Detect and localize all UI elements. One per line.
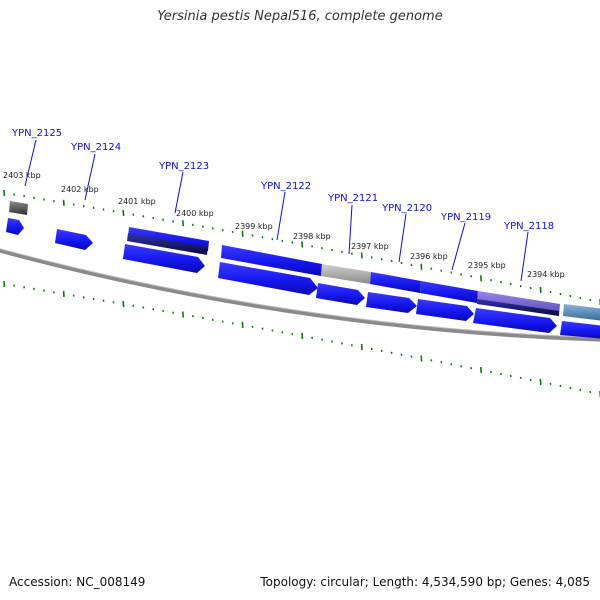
genome-backbone-highlight [0, 248, 600, 339]
gene-label[interactable]: YPN_2121 [327, 193, 378, 204]
leader-line [451, 222, 466, 271]
gene-arrow[interactable] [316, 283, 365, 305]
gene-feature[interactable] [420, 281, 478, 303]
gene-arrow[interactable] [123, 244, 205, 273]
gene-feature[interactable] [563, 304, 600, 321]
scale-label: 2401 kbp [118, 197, 156, 206]
leader-line [520, 231, 529, 282]
scale-label: 2399 kbp [235, 222, 273, 231]
gene-arrow[interactable] [560, 321, 600, 339]
gene-arrow[interactable] [55, 229, 93, 250]
gene-label[interactable]: YPN_2118 [503, 221, 554, 232]
gene-feature[interactable] [370, 272, 421, 293]
gene-feature[interactable] [9, 201, 28, 215]
gene-arrow[interactable] [6, 218, 24, 235]
leader-line [174, 171, 184, 214]
gene-label[interactable]: YPN_2125 [11, 128, 62, 139]
outer-strand-genes [9, 201, 600, 321]
gene-feature[interactable] [221, 245, 322, 276]
scale-label: 2395 kbp [468, 261, 506, 270]
scale-label: 2400 kbp [176, 209, 214, 218]
gene-feature[interactable] [127, 233, 208, 255]
scale-label: 2394 kbp [527, 270, 565, 279]
gene-label[interactable]: YPN_2120 [381, 203, 432, 214]
gene-feature[interactable] [321, 264, 371, 284]
accession-text: Accession: NC_008149 [9, 575, 146, 589]
inner-scale-ticks [3, 280, 600, 398]
gene-arrow[interactable] [218, 262, 318, 295]
gene-label[interactable]: YPN_2119 [440, 212, 491, 223]
gene-label[interactable]: YPN_2122 [260, 181, 311, 192]
leader-line [24, 139, 37, 187]
leader-line [348, 204, 353, 255]
scale-label: 2402 kbp [61, 185, 99, 194]
scale-label: 2396 kbp [410, 252, 448, 261]
scale-labels: 2403 kbp 2402 kbp 2401 kbp 2400 kbp 2399… [3, 171, 565, 279]
inner-strand-genes [6, 218, 600, 339]
leader-line [398, 213, 407, 263]
gene-labels: YPN_2125 YPN_2124 YPN_2123 YPN_2122 YPN_… [11, 128, 554, 232]
gene-feature[interactable] [477, 299, 559, 316]
leader-line [276, 191, 286, 241]
gene-arrow[interactable] [416, 299, 474, 321]
gene-label[interactable]: YPN_2123 [158, 161, 209, 172]
scale-label: 2398 kbp [293, 232, 331, 241]
outer-scale-ticks [3, 189, 600, 306]
leader-line [84, 153, 96, 201]
gene-arrow[interactable] [473, 308, 557, 333]
scale-label: 2397 kbp [351, 242, 389, 251]
genome-summary-text: Topology: circular; Length: 4,534,590 bp… [260, 575, 590, 589]
genome-backbone [0, 248, 600, 342]
gene-label-leaders [24, 139, 529, 282]
map-title: Yersinia pestis Nepal516, complete genom… [157, 9, 443, 24]
gene-arrow[interactable] [366, 292, 417, 313]
scale-label: 2403 kbp [3, 171, 41, 180]
gene-label[interactable]: YPN_2124 [70, 142, 121, 153]
